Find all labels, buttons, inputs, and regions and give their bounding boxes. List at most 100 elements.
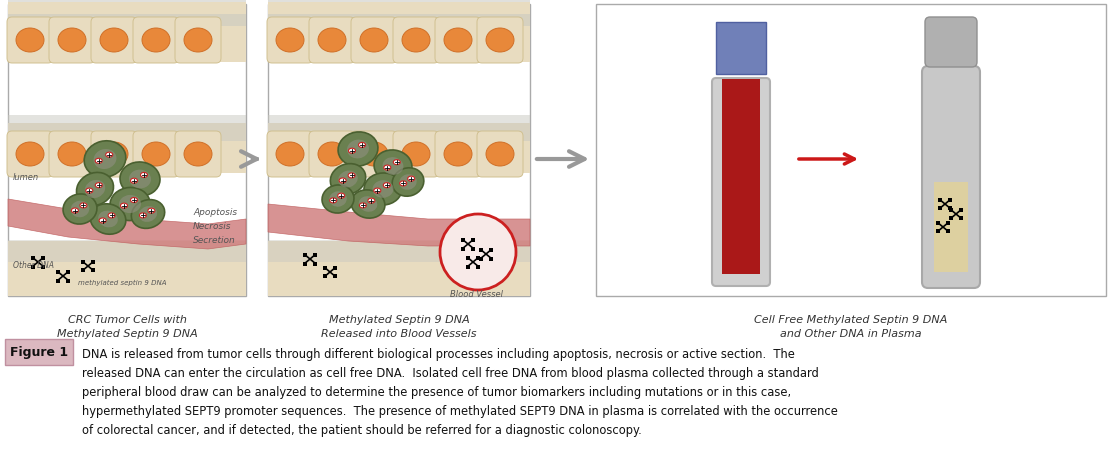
Bar: [303, 253, 306, 257]
Bar: [8, 9, 246, 63]
Ellipse shape: [276, 29, 304, 53]
Ellipse shape: [58, 29, 86, 53]
Bar: [323, 266, 327, 270]
FancyBboxPatch shape: [435, 131, 481, 178]
FancyBboxPatch shape: [175, 131, 221, 178]
FancyBboxPatch shape: [435, 18, 481, 64]
Bar: [476, 265, 481, 269]
Text: released DNA can enter the circulation as cell free DNA.  Isolated cell free DNA: released DNA can enter the circulation a…: [82, 366, 819, 379]
Ellipse shape: [486, 29, 514, 53]
Bar: [268, 124, 530, 174]
Text: Blood Vessel: Blood Vessel: [450, 289, 503, 298]
Ellipse shape: [348, 149, 355, 154]
Ellipse shape: [71, 208, 78, 213]
Ellipse shape: [106, 153, 112, 158]
FancyBboxPatch shape: [49, 131, 95, 178]
Bar: [934, 182, 968, 272]
Ellipse shape: [108, 213, 115, 219]
Bar: [938, 199, 943, 203]
Ellipse shape: [373, 181, 394, 198]
Ellipse shape: [339, 179, 346, 184]
Ellipse shape: [139, 213, 147, 219]
Ellipse shape: [142, 29, 170, 53]
Bar: [268, 3, 530, 15]
Bar: [67, 270, 70, 274]
Bar: [949, 217, 953, 220]
Bar: [722, 80, 760, 275]
Ellipse shape: [444, 143, 472, 167]
Ellipse shape: [358, 143, 365, 148]
FancyBboxPatch shape: [351, 131, 397, 178]
Ellipse shape: [351, 190, 385, 219]
Bar: [323, 275, 327, 278]
Text: Cell Free Methylated Septin 9 DNA: Cell Free Methylated Septin 9 DNA: [755, 314, 947, 324]
Bar: [268, 242, 530, 296]
Ellipse shape: [71, 201, 89, 218]
Bar: [949, 208, 953, 213]
Ellipse shape: [392, 169, 424, 197]
Bar: [461, 247, 464, 251]
Bar: [8, 242, 246, 296]
Bar: [333, 266, 337, 270]
Text: Methylated Septin 9 DNA: Methylated Septin 9 DNA: [57, 328, 197, 338]
FancyBboxPatch shape: [267, 131, 313, 178]
FancyBboxPatch shape: [49, 18, 95, 64]
Ellipse shape: [16, 29, 45, 53]
Bar: [958, 217, 963, 220]
Bar: [946, 221, 949, 225]
Text: Necrosis: Necrosis: [193, 221, 232, 231]
Ellipse shape: [331, 164, 366, 195]
Bar: [333, 275, 337, 278]
Bar: [41, 256, 46, 260]
Text: of colorectal cancer, and if detected, the patient should be referred for a diag: of colorectal cancer, and if detected, t…: [82, 423, 642, 436]
Ellipse shape: [99, 219, 106, 224]
Ellipse shape: [337, 194, 345, 199]
Text: Apoptosis: Apoptosis: [193, 207, 237, 217]
Ellipse shape: [85, 142, 126, 178]
Bar: [8, 240, 246, 263]
Ellipse shape: [96, 183, 102, 188]
Bar: [268, 5, 530, 296]
Bar: [936, 221, 940, 225]
Ellipse shape: [120, 163, 160, 197]
FancyBboxPatch shape: [477, 18, 523, 64]
Bar: [476, 256, 481, 260]
Ellipse shape: [347, 140, 368, 159]
Bar: [472, 247, 475, 251]
Text: Figure 1: Figure 1: [10, 346, 68, 359]
Ellipse shape: [140, 173, 148, 178]
Ellipse shape: [338, 171, 357, 188]
Ellipse shape: [16, 143, 45, 167]
Bar: [8, 116, 246, 142]
Ellipse shape: [142, 143, 170, 167]
FancyBboxPatch shape: [925, 18, 977, 68]
Ellipse shape: [93, 150, 117, 169]
Ellipse shape: [384, 166, 391, 171]
Bar: [81, 260, 86, 264]
Text: Secretion: Secretion: [193, 236, 236, 244]
Ellipse shape: [374, 189, 381, 194]
Polygon shape: [8, 200, 246, 250]
Ellipse shape: [130, 198, 138, 203]
Bar: [938, 206, 943, 211]
Text: Released into Blood Vessels: Released into Blood Vessels: [322, 328, 476, 338]
Bar: [958, 208, 963, 213]
Circle shape: [440, 214, 516, 290]
FancyBboxPatch shape: [922, 67, 981, 288]
Bar: [8, 124, 246, 174]
Polygon shape: [268, 205, 530, 246]
Text: lumen: lumen: [13, 173, 39, 181]
Ellipse shape: [96, 159, 102, 164]
Bar: [30, 256, 35, 260]
Text: methylated septin 9 DNA: methylated septin 9 DNA: [78, 279, 167, 285]
Ellipse shape: [184, 143, 211, 167]
Bar: [56, 270, 60, 274]
Ellipse shape: [359, 29, 388, 53]
Bar: [67, 279, 70, 283]
Ellipse shape: [338, 132, 378, 167]
Text: and Other DNA in Plasma: and Other DNA in Plasma: [780, 328, 922, 338]
Ellipse shape: [400, 181, 406, 187]
Ellipse shape: [119, 195, 141, 213]
Ellipse shape: [131, 200, 165, 229]
Bar: [8, 3, 246, 15]
